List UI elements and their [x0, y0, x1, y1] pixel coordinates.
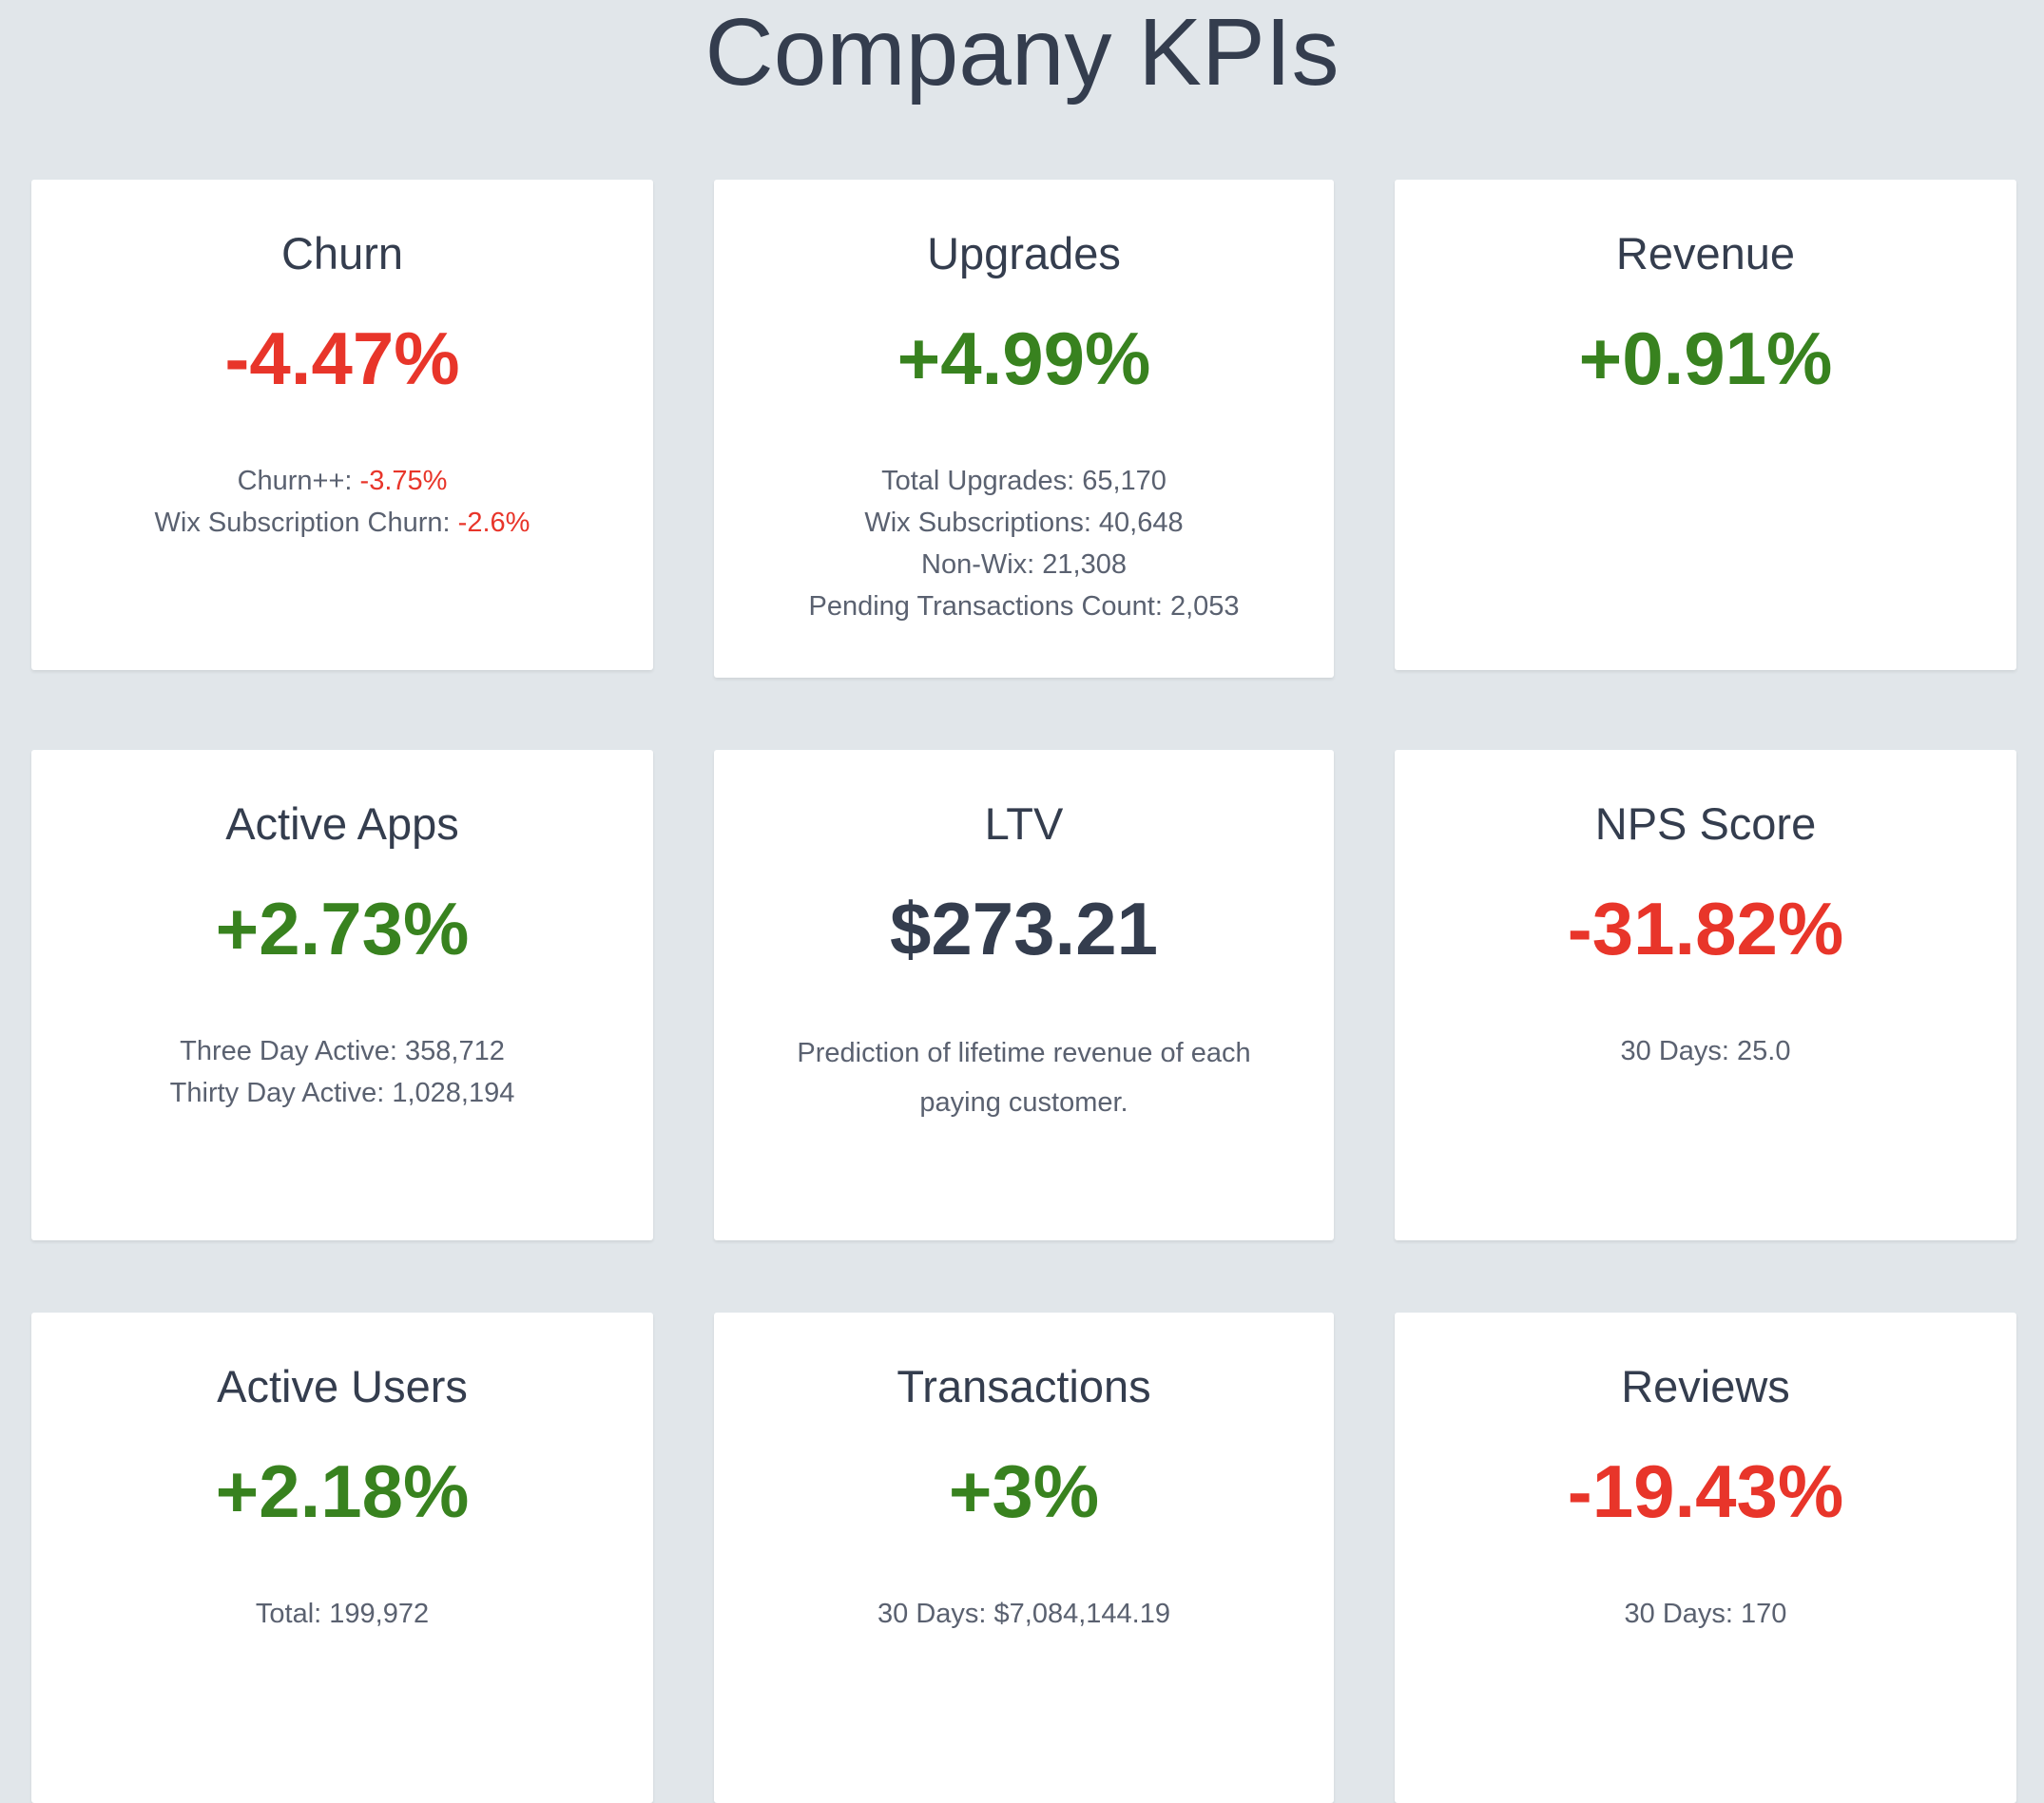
card-value: +0.91%: [1578, 316, 1833, 400]
kpi-card-churn: Churn -4.47% Churn++: -3.75% Wix Subscri…: [31, 180, 653, 670]
page-title: Company KPIs: [704, 0, 1340, 105]
kpi-card-reviews: Reviews -19.43% 30 Days: 170: [1395, 1313, 2016, 1803]
card-title: Churn: [280, 228, 403, 278]
detail-line: 30 Days: $7,084,144.19: [877, 1599, 1170, 1629]
card-description: Prediction of lifetime revenue of each p…: [797, 1038, 1251, 1118]
detail-label: Wix Subscription Churn:: [154, 508, 458, 538]
card-details: Total Upgrades: 65,170 Wix Subscriptions…: [742, 460, 1305, 627]
detail-line: Total Upgrades: 65,170: [881, 466, 1167, 496]
card-title: Active Apps: [225, 798, 459, 849]
card-value: +2.73%: [215, 887, 470, 970]
card-title: LTV: [984, 798, 1064, 849]
kpi-card-nps-score: NPS Score -31.82% 30 Days: 25.0: [1395, 750, 2016, 1240]
kpi-card-upgrades: Upgrades +4.99% Total Upgrades: 65,170 W…: [714, 180, 1334, 678]
detail-line: 30 Days: 25.0: [1620, 1036, 1791, 1066]
card-details: 30 Days: 25.0: [1423, 1030, 1988, 1072]
card-title: Upgrades: [927, 228, 1121, 278]
card-title: Active Users: [217, 1361, 468, 1411]
detail-line: Wix Subscription Churn: -2.6%: [60, 502, 625, 544]
detail-line: Three Day Active: 358,712: [180, 1036, 505, 1066]
card-details: 30 Days: 170: [1423, 1593, 1988, 1635]
kpi-card-active-apps: Active Apps +2.73% Three Day Active: 358…: [31, 750, 653, 1240]
card-title: Reviews: [1621, 1361, 1790, 1411]
card-value: $273.21: [890, 887, 1158, 970]
detail-line: Total: 199,972: [255, 1599, 430, 1629]
card-details: Churn++: -3.75% Wix Subscription Churn: …: [60, 460, 625, 544]
detail-line: 30 Days: 170: [1624, 1599, 1787, 1629]
kpi-card-ltv: LTV $273.21 Prediction of lifetime reven…: [714, 750, 1334, 1240]
detail-label: Churn++:: [237, 466, 360, 496]
kpi-grid: Churn -4.47% Churn++: -3.75% Wix Subscri…: [31, 180, 2016, 1803]
card-details: Three Day Active: 358,712 Thirty Day Act…: [60, 1030, 625, 1114]
card-title: Revenue: [1615, 228, 1796, 278]
kpi-card-active-users: Active Users +2.18% Total: 199,972: [31, 1313, 653, 1803]
detail-line: Non-Wix: 21,308: [921, 549, 1127, 580]
card-details: 30 Days: $7,084,144.19: [742, 1593, 1305, 1635]
kpi-card-transactions: Transactions +3% 30 Days: $7,084,144.19: [714, 1313, 1334, 1803]
card-value: -4.47%: [224, 316, 460, 400]
detail-value: -2.6%: [457, 508, 530, 538]
card-details: Total: 199,972: [60, 1593, 625, 1635]
card-title: Transactions: [897, 1361, 1151, 1411]
detail-line: Churn++: -3.75%: [60, 460, 625, 502]
kpi-card-revenue: Revenue +0.91%: [1395, 180, 2016, 670]
card-value: +4.99%: [897, 316, 1151, 400]
detail-value: -3.75%: [359, 466, 448, 496]
detail-line: Wix Subscriptions: 40,648: [864, 508, 1184, 538]
card-value: +3%: [948, 1449, 1100, 1533]
card-value: -31.82%: [1567, 887, 1844, 970]
detail-line: Thirty Day Active: 1,028,194: [169, 1078, 515, 1108]
card-value: -19.43%: [1567, 1449, 1844, 1533]
detail-line: Pending Transactions Count: 2,053: [808, 591, 1240, 622]
card-value: +2.18%: [215, 1449, 470, 1533]
card-title: NPS Score: [1594, 798, 1817, 849]
